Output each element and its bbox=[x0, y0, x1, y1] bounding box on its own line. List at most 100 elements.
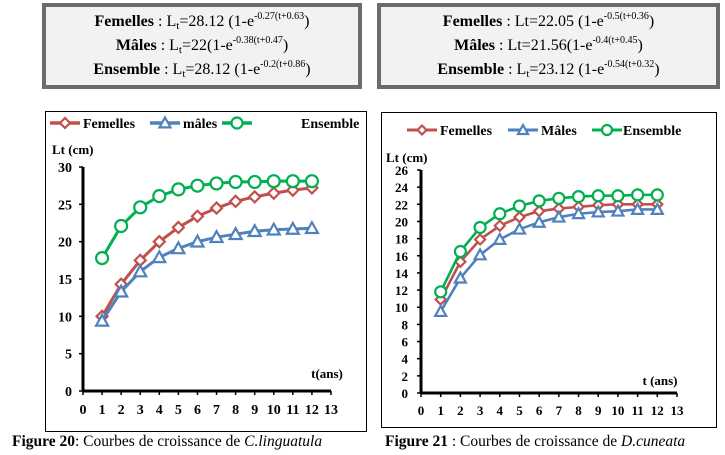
caption-species: C.linguatula bbox=[244, 433, 323, 450]
x-tick-label: 8 bbox=[232, 403, 239, 418]
series-ensemble bbox=[434, 188, 664, 299]
y-tick-label: 10 bbox=[395, 300, 408, 315]
x-tick-label: 12 bbox=[305, 403, 319, 418]
equation-label: Mâles bbox=[115, 37, 157, 54]
y-tick-label: 26 bbox=[395, 163, 409, 178]
legend-item: Mâles bbox=[508, 122, 577, 139]
data-point bbox=[152, 189, 167, 204]
data-point bbox=[571, 205, 586, 220]
data-point bbox=[265, 221, 282, 236]
equation-body: =22(1-e bbox=[181, 37, 233, 54]
data-point bbox=[630, 201, 645, 215]
x-tick-label: 10 bbox=[611, 403, 624, 418]
equation-femelles: Femelles : Lt=28.12 (1-e-0.27(t+0.63) bbox=[46, 11, 358, 32]
x-tick-label: 11 bbox=[286, 403, 299, 418]
data-point bbox=[433, 303, 449, 318]
data-point bbox=[493, 207, 507, 221]
equation-lhs: L bbox=[169, 37, 179, 54]
data-point bbox=[189, 233, 206, 248]
equation-exponent: -0.27(t+0.63 bbox=[254, 11, 305, 22]
y-axis-label: Lt (cm) bbox=[386, 150, 428, 165]
x-tick-label: 1 bbox=[437, 403, 444, 418]
equation-sep: : bbox=[502, 13, 515, 30]
equation-label: Femelles bbox=[94, 13, 155, 30]
equation-body: =22.05 (1-e bbox=[529, 13, 604, 30]
y-tick-label: 16 bbox=[395, 249, 409, 264]
legend-item: mâles bbox=[150, 115, 218, 132]
x-tick-label: 9 bbox=[251, 403, 258, 418]
equation-exponent: -0.5(t+0.36 bbox=[603, 11, 649, 22]
x-tick-label: 4 bbox=[156, 403, 163, 418]
data-point bbox=[551, 209, 567, 223]
legend-marker bbox=[516, 122, 530, 136]
data-point bbox=[94, 250, 110, 266]
legend-label: Ensemble bbox=[301, 117, 359, 132]
equation-exponent: -0.4(t+0.45 bbox=[592, 35, 638, 46]
data-point bbox=[650, 188, 664, 202]
equation-lhs-sub: t bbox=[182, 68, 186, 80]
chart-frame-clinguatula bbox=[45, 111, 367, 432]
equation-exponent: -0.38(t+0.47 bbox=[232, 35, 283, 46]
equation-ensemble: Ensemble : Lt=23.12 (1-e-0.54(t+0.32) bbox=[381, 59, 716, 80]
data-point bbox=[133, 200, 148, 215]
data-point bbox=[114, 218, 129, 234]
data-point bbox=[512, 210, 527, 224]
legend-label: Femelles bbox=[440, 124, 493, 139]
legend-item: Femelles bbox=[50, 116, 136, 132]
equation-tail: ) bbox=[648, 13, 655, 30]
caption-prefix: Figure 21 bbox=[385, 433, 448, 450]
x-tick-label: 3 bbox=[477, 403, 484, 418]
x-tick-label: 8 bbox=[575, 403, 582, 418]
equation-ensemble: Ensemble : Lt=28.12 (1-e-0.2(t+0.86) bbox=[46, 60, 358, 80]
y-tick-label: 12 bbox=[395, 283, 408, 298]
equation-sep: : bbox=[495, 37, 508, 54]
chart-frame-dcuneata bbox=[381, 112, 717, 428]
equation-tail: ) bbox=[304, 13, 310, 30]
x-tick-label: 10 bbox=[267, 403, 281, 418]
x-tick-label: 9 bbox=[595, 403, 602, 418]
data-point bbox=[453, 244, 467, 259]
data-point bbox=[473, 232, 487, 247]
series-mles bbox=[433, 201, 665, 318]
data-point bbox=[151, 249, 168, 264]
legend-marker bbox=[415, 123, 429, 137]
y-tick-label: 2 bbox=[402, 369, 409, 384]
equation-lhs: L bbox=[516, 61, 527, 78]
data-point bbox=[552, 191, 566, 205]
equation-tail: ) bbox=[637, 37, 643, 54]
y-tick-label: 20 bbox=[395, 214, 408, 229]
legend-label: Ensemble bbox=[623, 124, 681, 139]
equation-body: =28.12 (1-e bbox=[185, 61, 261, 78]
equation-lhs: Lt bbox=[514, 13, 529, 30]
y-tick-label: 5 bbox=[65, 348, 72, 363]
equation-lhs: L bbox=[166, 13, 177, 30]
data-point bbox=[284, 220, 301, 235]
series-mles bbox=[94, 219, 320, 327]
caption-text: : Courbes de croissance de bbox=[75, 433, 245, 450]
data-point bbox=[453, 270, 468, 284]
equation-lhs: Lt bbox=[507, 37, 522, 54]
data-point bbox=[190, 178, 205, 193]
equation-exponent: -0.54(t+0.32 bbox=[604, 59, 655, 70]
data-point bbox=[611, 189, 625, 203]
y-tick-label: 0 bbox=[402, 386, 409, 401]
data-point bbox=[247, 189, 262, 204]
data-point bbox=[493, 219, 507, 233]
data-point bbox=[266, 186, 281, 201]
equation-sep: : bbox=[156, 37, 170, 54]
x-axis-label: t (ans) bbox=[642, 373, 677, 388]
figure-caption-20: Figure 20: Courbes de croissance de C.li… bbox=[12, 433, 322, 451]
data-point bbox=[228, 174, 243, 190]
data-point bbox=[171, 220, 186, 235]
x-tick-label: 4 bbox=[497, 403, 504, 418]
legend-item: Ensemble bbox=[222, 116, 359, 132]
data-point bbox=[266, 174, 281, 189]
data-point bbox=[247, 174, 262, 190]
x-tick-label: 1 bbox=[99, 403, 106, 418]
data-point bbox=[304, 174, 320, 189]
equation-males: Mâles : Lt=22(1-e-0.38(t+0.47) bbox=[46, 35, 358, 56]
series-femelles bbox=[95, 180, 319, 324]
x-tick-label: 5 bbox=[175, 403, 182, 418]
equation-lhs-sub: t bbox=[526, 68, 530, 80]
